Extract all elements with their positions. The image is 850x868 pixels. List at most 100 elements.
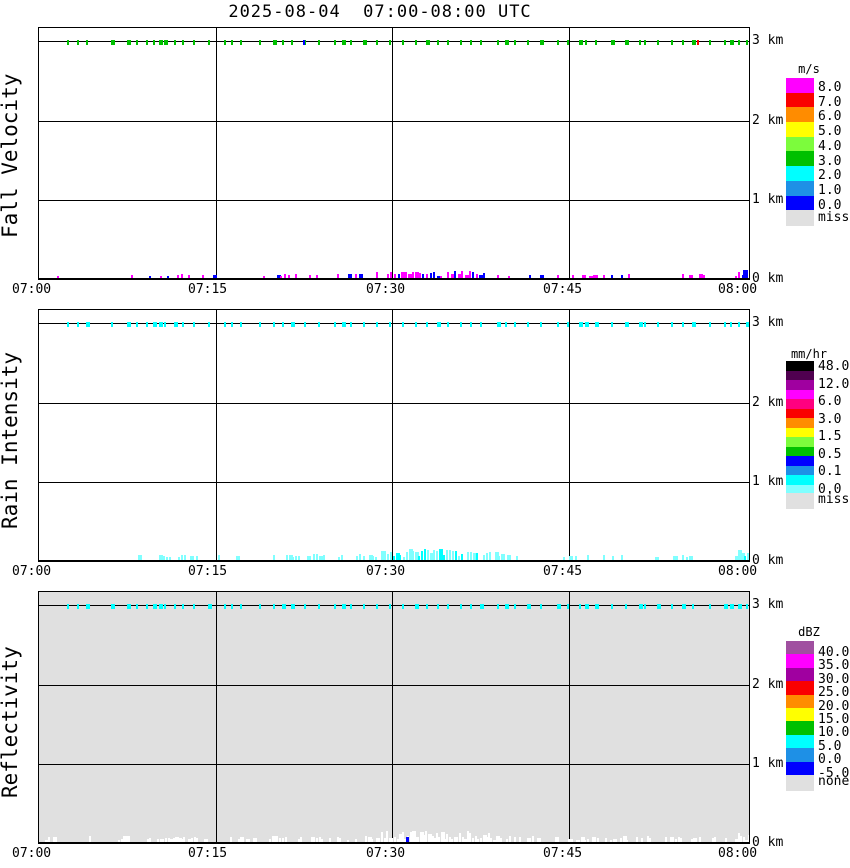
data-cell-cloud-top — [304, 322, 307, 327]
data-cell-surface-reflectivity — [576, 840, 581, 842]
data-cell-surface-reflectivity — [190, 838, 193, 842]
data-cell-cloud-top — [230, 40, 233, 45]
panel-rain-intensity[interactable] — [38, 309, 750, 562]
data-cell-cloud-top — [460, 40, 463, 45]
panel-label-reflectivity: Reflectivity — [0, 646, 22, 799]
data-cell-cloud-top — [738, 322, 741, 327]
data-cell-surface-velocity — [699, 274, 704, 278]
data-cell-cloud-top — [584, 322, 589, 327]
data-cell-cloud-top — [259, 40, 262, 45]
data-cell-cloud-top — [76, 322, 79, 327]
data-cell-cloud-top — [746, 322, 749, 327]
data-cell-cloud-top — [273, 322, 276, 327]
data-cell-surface-reflectivity — [394, 837, 396, 842]
data-cell-surface-rain — [476, 553, 479, 560]
data-cell-cloud-top — [460, 604, 463, 609]
data-cell-cloud-top — [333, 604, 336, 609]
data-cell-surface-reflectivity — [693, 838, 698, 842]
data-cell-cloud-top — [425, 322, 428, 327]
data-cell-surface-rain — [734, 556, 739, 560]
data-cell-surface-reflectivity — [297, 839, 302, 842]
data-cell-cloud-top — [610, 40, 615, 45]
gridline-horizontal — [39, 605, 749, 606]
data-cell-surface-velocity — [507, 276, 510, 278]
data-cell-surface-reflectivity — [177, 838, 182, 842]
data-cell-surface-rain — [467, 552, 470, 560]
data-cell-cloud-top — [425, 40, 430, 45]
data-cell-surface-reflectivity — [146, 839, 151, 842]
data-cell-surface-rain — [399, 555, 402, 560]
data-cell-surface-reflectivity — [396, 839, 399, 842]
data-cell-surface-reflectivity — [508, 836, 511, 842]
colorbar-band — [786, 151, 814, 167]
data-cell-surface-rain — [393, 556, 396, 560]
x-tick-0715-p3: 07:15 — [188, 846, 228, 861]
data-cell-cloud-top — [350, 40, 353, 45]
colorbar-band — [786, 166, 814, 181]
data-cell-surface-rain — [168, 557, 171, 560]
data-cell-surface-reflectivity — [745, 840, 749, 842]
data-cell-surface-reflectivity — [571, 839, 574, 842]
data-cell-surface-reflectivity — [172, 838, 177, 842]
colorbar-unit-mmhr: mm/hr — [790, 347, 828, 361]
data-cell-cloud-top — [480, 322, 483, 327]
data-cell-surface-velocity — [294, 274, 297, 278]
data-cell-surface-reflectivity — [646, 836, 649, 842]
data-cell-cloud-top — [318, 322, 321, 327]
y-tick-1km-p1: 1 km — [752, 192, 784, 207]
data-cell-surface-reflectivity — [610, 840, 613, 842]
data-cell-cloud-top — [643, 40, 646, 45]
panel-fall-velocity[interactable] — [38, 27, 750, 280]
data-cell-cloud-top — [595, 322, 600, 327]
data-cell-cloud-top — [496, 604, 499, 609]
data-cell-surface-reflectivity — [383, 838, 388, 842]
panel-reflectivity[interactable] — [38, 591, 750, 844]
data-cell-cloud-top — [208, 322, 211, 327]
data-cell-cloud-top — [505, 40, 510, 45]
data-cell-cloud-top-blue — [302, 40, 305, 45]
data-cell-surface-velocity — [386, 274, 389, 278]
data-cell-cloud-top — [557, 322, 560, 327]
colorbar-missing-swatch-p1 — [786, 210, 814, 226]
data-cell-cloud-top — [259, 322, 262, 327]
data-cell-cloud-top — [341, 604, 346, 609]
y-tick-0km-p2: 0 km — [752, 553, 784, 568]
data-cell-surface-reflectivity — [518, 837, 521, 842]
colorbar-band — [786, 361, 814, 371]
data-cell-surface-reflectivity — [430, 836, 435, 842]
data-cell-cloud-top — [746, 604, 748, 609]
gridline-vertical — [215, 592, 217, 843]
data-cell-cloud-top-red — [696, 40, 699, 45]
data-cell-surface-reflectivity — [625, 840, 628, 842]
data-cell-cloud-top — [318, 40, 321, 45]
data-cell-surface-rain — [454, 551, 457, 560]
colorbar-band — [786, 136, 814, 152]
data-cell-cloud-top — [526, 322, 529, 327]
gridline-horizontal — [39, 121, 749, 122]
data-cell-cloud-top — [350, 604, 353, 609]
data-cell-surface-reflectivity — [170, 839, 175, 842]
data-cell-cloud-top — [447, 604, 450, 609]
data-cell-surface-rain — [414, 552, 419, 560]
data-cell-surface-rain — [460, 554, 463, 560]
data-cell-surface-rain — [402, 557, 405, 560]
data-cell-cloud-top — [460, 322, 463, 327]
y-tick-2km-p1: 2 km — [752, 113, 784, 128]
data-cell-cloud-top — [557, 604, 562, 609]
data-cell-surface-reflectivity — [427, 834, 432, 842]
colorbar-tick: 40.0 — [818, 645, 850, 660]
data-cell-surface-rain — [500, 554, 505, 560]
gridline-vertical — [568, 310, 570, 561]
data-cell-surface-rain — [291, 557, 294, 560]
data-cell-surface-reflectivity — [433, 838, 438, 842]
data-cell-surface-rain — [374, 557, 377, 560]
data-cell-surface-velocity — [496, 275, 499, 278]
data-cell-cloud-top — [624, 40, 629, 45]
data-cell-cloud-top — [681, 40, 684, 45]
data-cell-surface-reflectivity — [339, 838, 342, 842]
colorbar-band — [786, 122, 814, 137]
data-cell-cloud-top — [566, 322, 569, 327]
data-cell-cloud-top — [126, 40, 131, 45]
data-cell-surface-velocity — [450, 274, 455, 278]
data-cell-surface-velocity — [390, 272, 393, 278]
